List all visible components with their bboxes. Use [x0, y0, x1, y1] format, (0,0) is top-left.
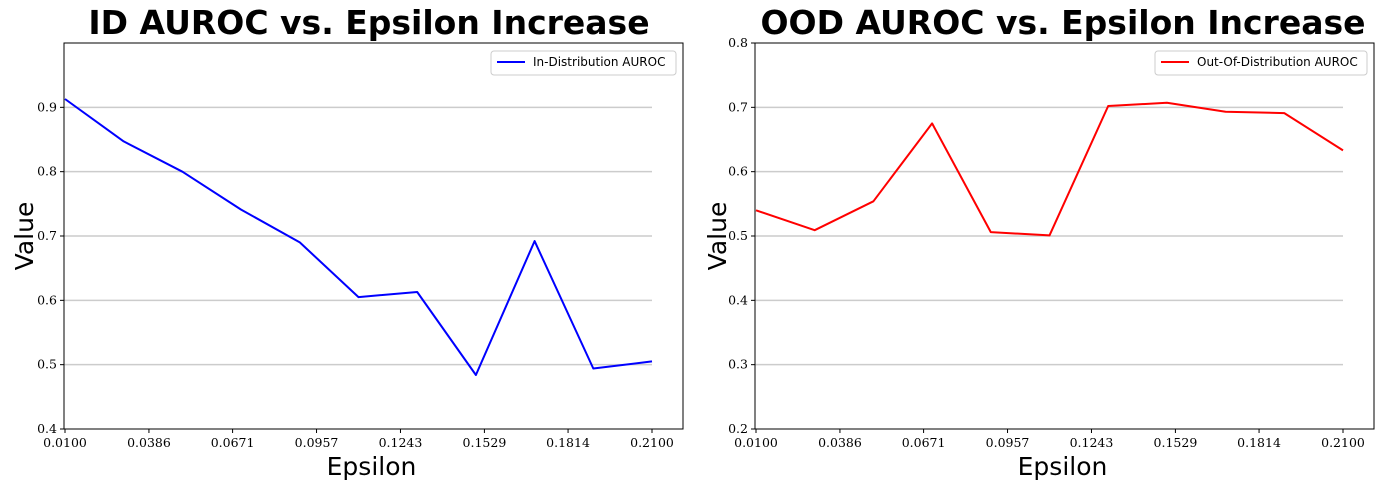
x-tick-label: 0.0386 [127, 435, 171, 450]
y-tick-label: 0.7 [728, 99, 748, 114]
x-tick-label: 0.0100 [734, 435, 778, 450]
ood-auroc-chart: 0.2 0.3 0.4 0.5 0.6 0.7 0.8 0.0100 0.0386 0.0671 0… [703, 3, 1375, 481]
y-tick-label: 0.8 [37, 164, 57, 179]
chart-title: OOD AUROC vs. Epsilon Increase [760, 3, 1365, 42]
legend-label: Out-Of-Distribution AUROC [1197, 55, 1358, 69]
x-tick-label: 0.1814 [546, 435, 590, 450]
x-tick-label: 0.0671 [211, 435, 255, 450]
x-tick-label: 0.2100 [1321, 435, 1365, 450]
legend-box [1154, 50, 1368, 76]
x-axis-label: Epsilon [1018, 452, 1108, 481]
y-tick-label: 0.8 [728, 35, 748, 50]
y-tick-label: 0.7 [37, 228, 57, 243]
chart-title: ID AUROC vs. Epsilon Increase [88, 3, 649, 42]
y-tick-label: 0.9 [37, 99, 57, 114]
x-tick-label: 0.1243 [379, 435, 423, 450]
x-tick-label: 0.0957 [986, 435, 1030, 450]
y-axis-label: Value [703, 202, 732, 271]
x-tick-label: 0.0957 [295, 435, 339, 450]
y-axis-label: Value [10, 202, 39, 271]
id-auroc-chart: 0.4 0.5 0.6 0.7 0.8 0.9 0.0100 0.0386 0.0671 0.09… [10, 3, 684, 481]
y-tick-label: 0.4 [728, 292, 748, 307]
series-line [755, 101, 1344, 237]
y-tick-label: 0.5 [728, 228, 748, 243]
y-tick-label: 0.5 [37, 357, 57, 372]
y-tick-label: 0.6 [728, 164, 748, 179]
series-line [64, 98, 653, 376]
y-tick-label: 0.6 [37, 292, 57, 307]
y-tick-label: 0.2 [728, 421, 748, 436]
x-tick-label: 0.1529 [463, 435, 507, 450]
x-tick-label: 0.1243 [1070, 435, 1114, 450]
x-axis-label: Epsilon [327, 452, 417, 481]
y-tick-label: 0.3 [728, 357, 748, 372]
x-tick-label: 0.1814 [1237, 435, 1281, 450]
x-tick-label: 0.2100 [630, 435, 674, 450]
x-tick-label: 0.0386 [818, 435, 862, 450]
x-tick-label: 0.0671 [902, 435, 946, 450]
x-tick-label: 0.0100 [43, 435, 87, 450]
y-tick-label: 0.4 [37, 421, 57, 436]
legend-label: In-Distribution AUROC [533, 55, 665, 69]
legend-box [490, 50, 677, 76]
x-tick-label: 0.1529 [1154, 435, 1198, 450]
